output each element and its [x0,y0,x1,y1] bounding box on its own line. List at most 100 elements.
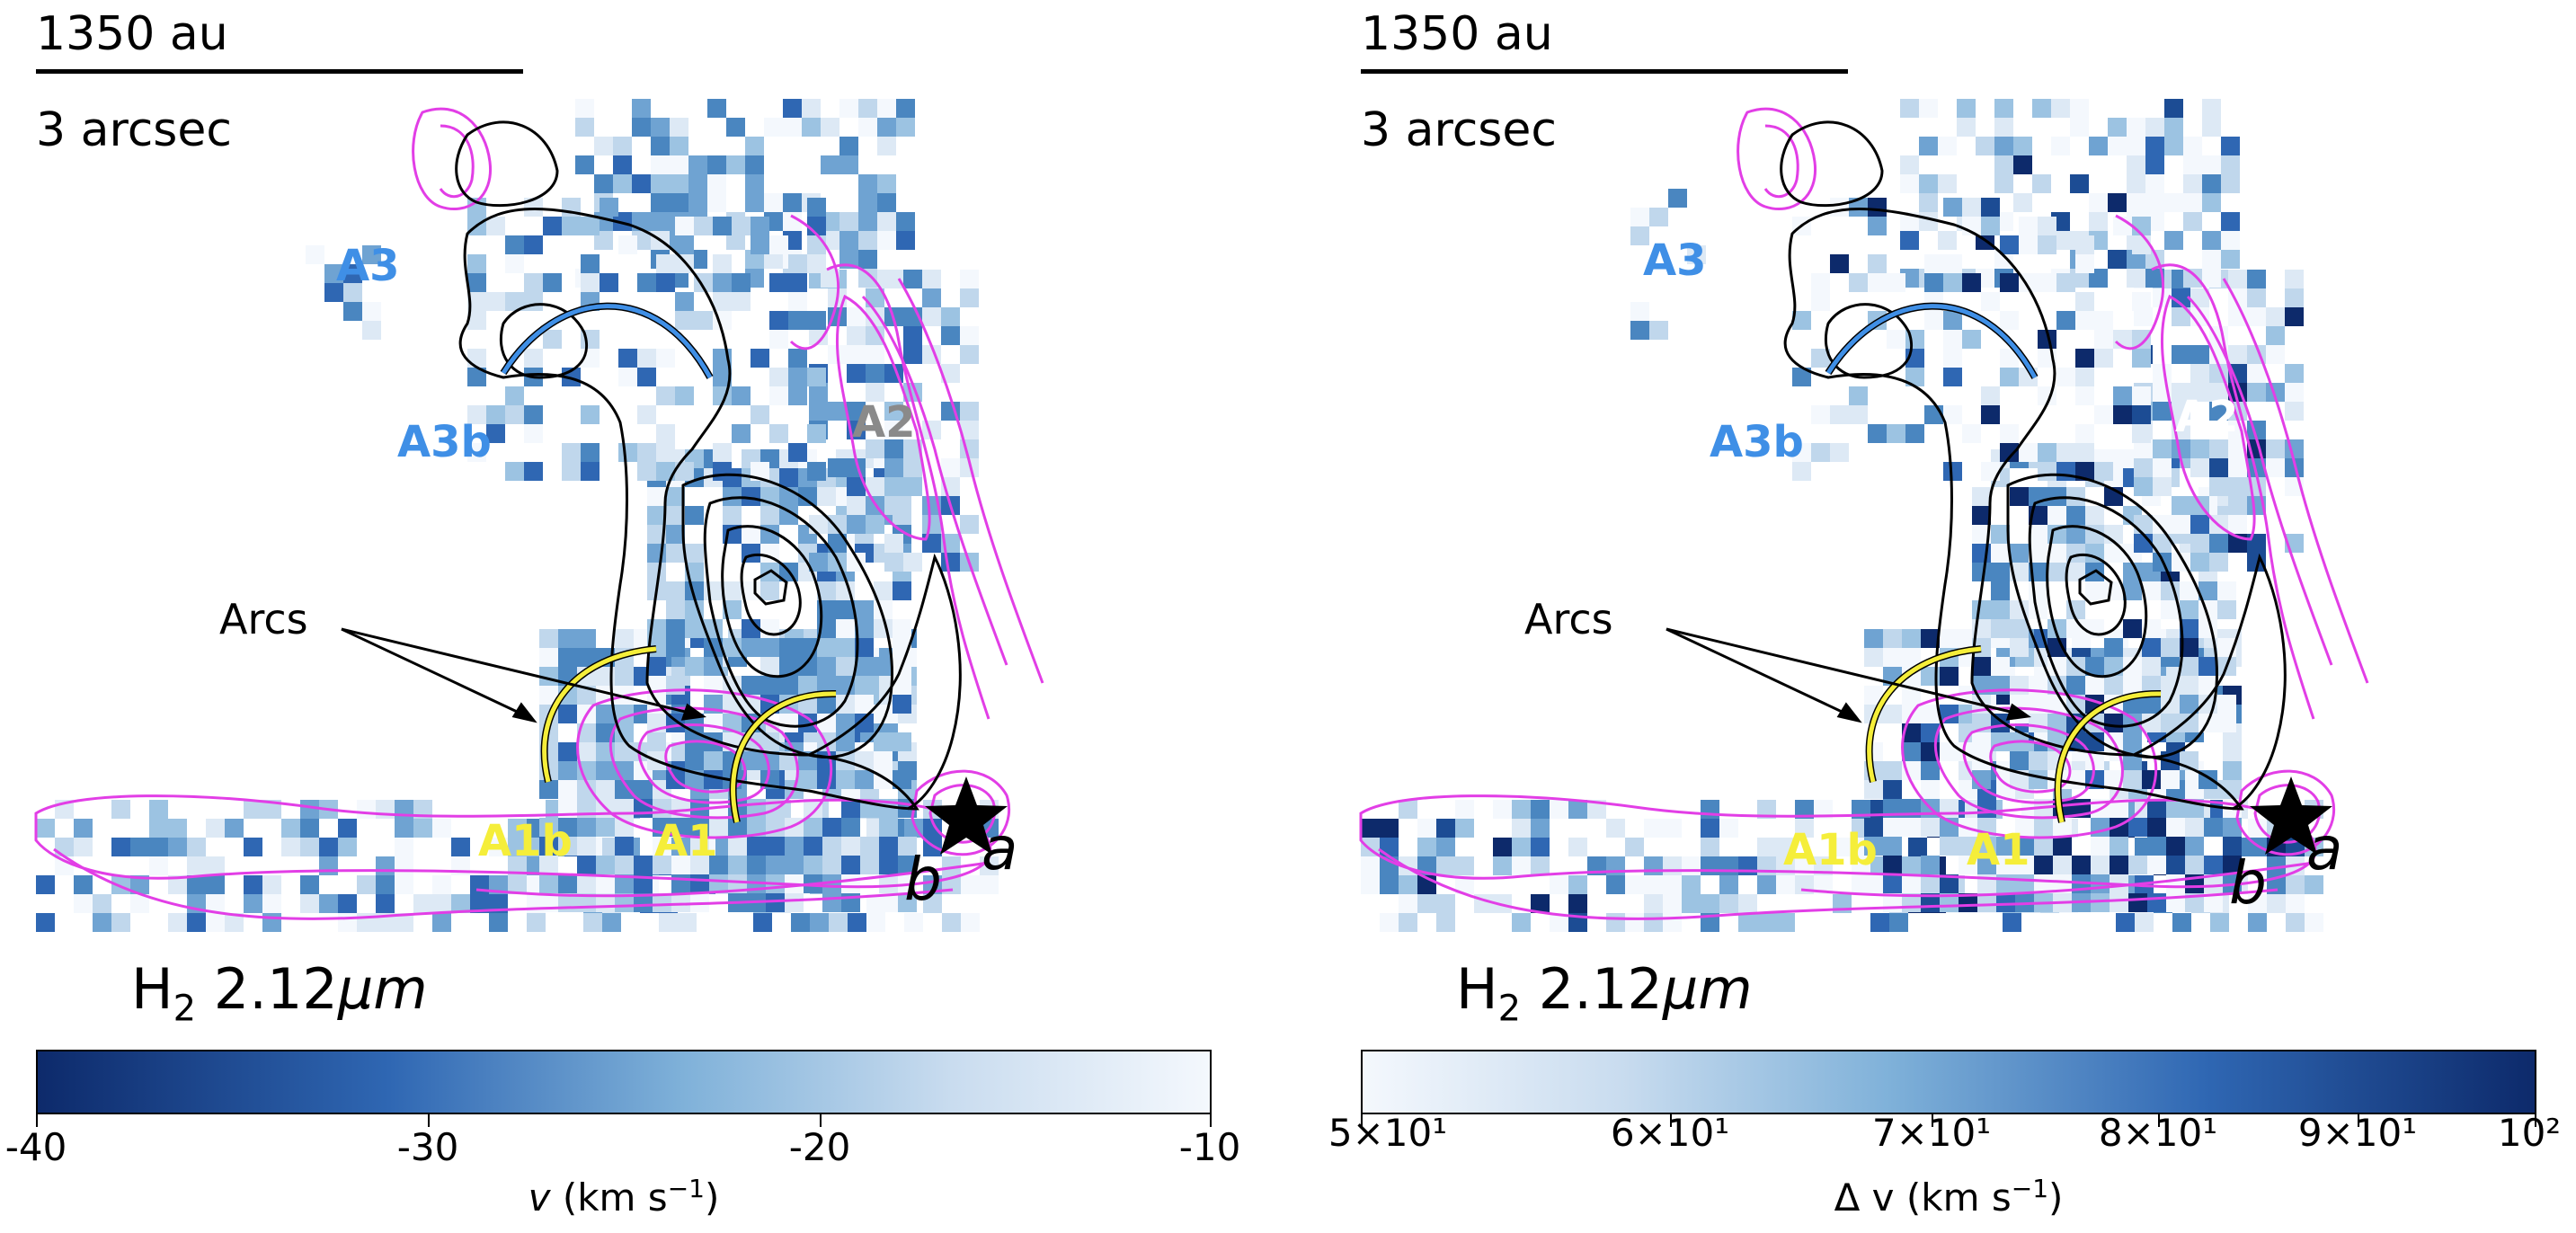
emission-pixel [666,581,685,600]
emission-pixel [751,405,769,424]
emission-pixel [2075,424,2094,443]
emission-pixel [855,770,874,789]
emission-pixel [2142,714,2161,732]
emission-pixel [2204,893,2223,912]
emission-pixel [694,217,713,235]
emission-pixel [879,856,898,874]
emission-pixel [1436,819,1455,838]
emission-pixel [637,349,656,368]
emission-pixel [600,198,618,217]
emission-pixel [879,893,898,912]
emission-pixel [395,819,413,838]
angular-scale-label: 3 arcsec [1361,103,1557,157]
emission-pixel [1550,875,1568,894]
emission-pixel [769,386,788,405]
emission-pixel [2123,732,2142,751]
emission-pixel [93,894,111,913]
emission-pixel [324,264,343,283]
emission-pixel [1531,800,1550,819]
emission-pixel [839,155,858,174]
emission-pixel [206,875,225,894]
emission-pixel [1719,819,1738,838]
emission-pixel [343,264,362,283]
emission-pixel [2180,657,2198,676]
emission-pixel [745,193,764,212]
emission-pixel [2198,657,2217,676]
emission-pixel [2013,193,2032,212]
emission-pixel [1568,894,1587,913]
emission-pixel [836,770,855,789]
emission-pixel [1436,913,1455,932]
emission-pixel [168,819,187,838]
emission-pixel [653,856,671,874]
emission-pixel [2053,818,2072,837]
emission-pixel [1883,856,1902,874]
emission-pixel [1972,506,1991,525]
emission-pixel [1883,761,1902,780]
emission-pixel [1792,311,1811,330]
star-marker [2250,776,2332,855]
emission-pixel [822,856,841,874]
emission-pixel [362,245,381,264]
emission-pixel [343,283,362,302]
emission-pixel [338,894,357,913]
emission-pixel [111,913,130,932]
emission-pixel [2019,443,2038,462]
emission-pixel [1943,368,1962,386]
emission-pixel [1943,330,1962,349]
colorbar-tick [1932,1114,1933,1127]
emission-pixel [877,137,896,155]
emission-pixel [618,235,637,254]
emission-pixel [841,799,860,818]
emission-pixel [2029,751,2047,770]
emission-pixel [2108,250,2127,269]
emission-pixel [903,270,922,288]
emission-pixel [1996,856,2015,874]
colorbar-tick [820,1114,822,1127]
emission-pixel [2128,856,2147,874]
emission-pixel [675,462,694,481]
feature-label-a1: A1 [1967,825,2030,875]
emission-pixel [2010,487,2029,506]
emission-pixel [2209,458,2228,477]
emission-pixel [36,819,55,838]
colorbar-symbol: v [528,1175,551,1220]
emission-pixel [766,837,785,856]
emission-pixel [2228,496,2247,515]
emission-pixel [1757,913,1776,932]
emission-pixel [2172,439,2190,458]
emission-pixel [1943,311,1962,330]
colorbar-tick-label: 10² [2497,1111,2562,1155]
emission-pixel [2034,837,2053,856]
emission-pixel [357,875,376,894]
emission-pixel [505,235,524,254]
colorbar-axis-label: v (km s−1) [529,1174,720,1220]
emission-pixel [839,212,858,231]
emission-pixel [2056,368,2075,386]
emission-pixel [2266,345,2285,364]
emission-pixel [874,581,893,600]
emission-pixel [634,874,653,893]
emission-pixel [581,217,600,235]
emission-pixel [505,254,524,273]
emission-pixel [1455,819,1474,838]
emission-pixel [807,424,826,443]
emission-pixel [2147,799,2166,818]
emission-pixel [2164,231,2183,250]
emission-pixel [637,273,656,292]
emission-pixel [1868,254,1887,273]
emission-pixel [2202,155,2221,174]
scale-bar [36,69,523,74]
emission-pixel [670,174,688,193]
emission-pixel [941,307,960,326]
emission-pixel [539,780,558,799]
emission-pixel [764,193,783,212]
emission-pixel [2029,581,2047,600]
colorbar-tick [2358,1114,2359,1127]
emission-pixel [244,800,262,819]
emission-pixel [1380,838,1399,856]
emission-pixel [841,874,860,893]
emission-pixel [2094,311,2113,330]
emission-pixel [1962,198,1981,217]
colorbar-unit: (km s [550,1175,668,1220]
